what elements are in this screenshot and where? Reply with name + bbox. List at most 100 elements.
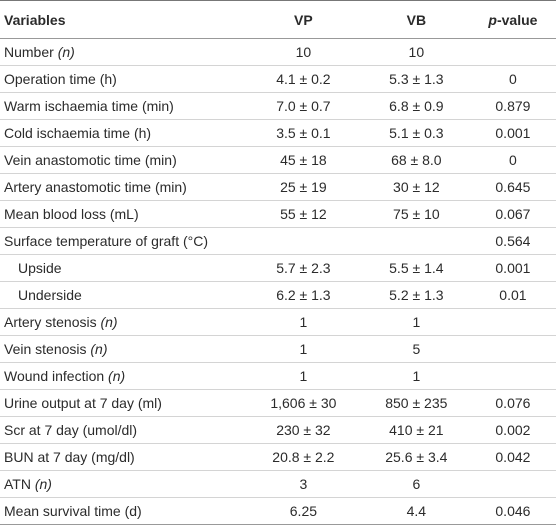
table-row: Scr at 7 day (umol/dl) 230 ± 32 410 ± 21 0.… bbox=[0, 416, 556, 444]
table-cell: 850 ± 235 bbox=[362, 389, 470, 417]
table-row: Vein anastomotic time (min) 45 ± 18 68 ± 8… bbox=[0, 146, 556, 174]
column-header: Variables bbox=[0, 0, 244, 39]
table-cell: 4.4 bbox=[362, 497, 470, 525]
text-segment: Wound infection bbox=[4, 368, 109, 384]
text-segment: (n) bbox=[57, 44, 75, 60]
table-row: Artery anastomotic time (min) 25 ± 19 30 ±… bbox=[0, 173, 556, 201]
text-segment: Vein anastomotic time (min) bbox=[4, 152, 177, 168]
table-row: Wound infection (n) 1 1 bbox=[0, 362, 556, 390]
column-header: VB bbox=[362, 0, 470, 39]
text-segment: Operation time (h) bbox=[4, 71, 117, 87]
text-segment: Mean survival time (d) bbox=[4, 503, 142, 519]
text-segment: Variables bbox=[4, 11, 66, 28]
table-cell: 0.645 bbox=[469, 173, 556, 201]
row-label: Operation time (h) bbox=[0, 65, 244, 93]
table-cell bbox=[469, 308, 556, 336]
text-segment: VP bbox=[294, 11, 313, 28]
row-label: Vein stenosis (n) bbox=[0, 335, 244, 363]
table-cell: 0.001 bbox=[469, 119, 556, 147]
table-cell: 1 bbox=[362, 308, 470, 336]
text-segment: (n) bbox=[100, 314, 118, 330]
table-cell: 0.002 bbox=[469, 416, 556, 444]
table-cell bbox=[469, 38, 556, 66]
table-cell: 230 ± 32 bbox=[243, 416, 363, 444]
row-label: Number (n) bbox=[0, 38, 244, 66]
text-segment: Underside bbox=[18, 287, 82, 303]
table-cell: 68 ± 8.0 bbox=[362, 146, 470, 174]
text-segment: Mean blood loss (mL) bbox=[4, 206, 139, 222]
table-cell: 1 bbox=[362, 362, 470, 390]
text-segment: Warm ischaemia time (min) bbox=[4, 98, 174, 114]
table-row: Vein stenosis (n) 1 5 bbox=[0, 335, 556, 363]
table-row: Urine output at 7 day (ml) 1,606 ± 30 850 … bbox=[0, 389, 556, 417]
table-cell: 0.042 bbox=[469, 443, 556, 471]
table-cell: 0.067 bbox=[469, 200, 556, 228]
row-label: Mean blood loss (mL) bbox=[0, 200, 244, 228]
row-label: Artery anastomotic time (min) bbox=[0, 173, 244, 201]
table-cell: 1 bbox=[243, 335, 363, 363]
text-segment: Urine output at 7 day (ml) bbox=[4, 395, 162, 411]
text-segment: VB bbox=[406, 11, 427, 28]
table-cell bbox=[469, 362, 556, 390]
table-cell: 6.2 ± 1.3 bbox=[243, 281, 363, 309]
row-label: ATN (n) bbox=[0, 470, 244, 498]
table-row: ATN (n) 3 6 bbox=[0, 470, 556, 498]
text-segment: Cold ischaemia time (h) bbox=[4, 125, 152, 141]
table-cell: 5.2 ± 1.3 bbox=[362, 281, 470, 309]
table-cell: 5 bbox=[362, 335, 470, 363]
table-cell: 6 bbox=[362, 470, 470, 498]
table-cell: 0.01 bbox=[469, 281, 556, 309]
row-label: Mean survival time (d) bbox=[0, 497, 244, 525]
table-cell: 1,606 ± 30 bbox=[243, 389, 363, 417]
table-cell: 0.001 bbox=[469, 254, 556, 282]
table-cell: 0.564 bbox=[469, 227, 556, 255]
row-label: Upside bbox=[0, 254, 244, 282]
table-cell: 3.5 ± 0.1 bbox=[243, 119, 363, 147]
row-label: Wound infection (n) bbox=[0, 362, 244, 390]
table-cell: 25 ± 19 bbox=[243, 173, 363, 201]
row-label: Warm ischaemia time (min) bbox=[0, 92, 244, 120]
column-header: VP bbox=[243, 0, 363, 39]
text-segment: -value bbox=[496, 11, 538, 28]
table-cell: 3 bbox=[243, 470, 363, 498]
row-label: BUN at 7 day (mg/dl) bbox=[0, 443, 244, 471]
table-row: Warm ischaemia time (min) 7.0 ± 0.7 6.8 ± … bbox=[0, 92, 556, 120]
table-cell: 4.1 ± 0.2 bbox=[243, 65, 363, 93]
table-cell: 5.3 ± 1.3 bbox=[362, 65, 470, 93]
table-row: Number (n) 10 10 bbox=[0, 38, 556, 66]
table-cell: 7.0 ± 0.7 bbox=[243, 92, 363, 120]
table-cell: 0 bbox=[469, 146, 556, 174]
row-label: Cold ischaemia time (h) bbox=[0, 119, 244, 147]
header-row: Variables VP VB p-value bbox=[0, 0, 556, 39]
table-cell: 0 bbox=[469, 65, 556, 93]
table-row: Surface temperature of graft (°C) 0.564 bbox=[0, 227, 556, 255]
table-cell: 10 bbox=[243, 38, 363, 66]
table-cell: 6.25 bbox=[243, 497, 363, 525]
column-header: p-value bbox=[469, 0, 556, 39]
table-cell: 0.046 bbox=[469, 497, 556, 525]
text-segment: (n) bbox=[90, 341, 108, 357]
table-cell: 6.8 ± 0.9 bbox=[362, 92, 470, 120]
table-cell bbox=[469, 470, 556, 498]
row-label: Underside bbox=[0, 281, 244, 309]
table-row: Upside 5.7 ± 2.3 5.5 ± 1.4 0.001 bbox=[0, 254, 556, 282]
text-segment: Scr at 7 day (umol/dl) bbox=[4, 422, 138, 438]
table-row: BUN at 7 day (mg/dl) 20.8 ± 2.2 25.6 ± 3.4… bbox=[0, 443, 556, 471]
table-cell: 5.5 ± 1.4 bbox=[362, 254, 470, 282]
row-label: Surface temperature of graft (°C) bbox=[0, 227, 244, 255]
text-segment: Artery stenosis bbox=[4, 314, 101, 330]
table-cell: 75 ± 10 bbox=[362, 200, 470, 228]
text-segment: Upside bbox=[18, 260, 62, 276]
table-cell: 45 ± 18 bbox=[243, 146, 363, 174]
table-cell: 10 bbox=[362, 38, 470, 66]
table-cell bbox=[243, 227, 363, 255]
table-cell: 0.076 bbox=[469, 389, 556, 417]
table-cell: 25.6 ± 3.4 bbox=[362, 443, 470, 471]
table-row: Mean survival time (d) 6.25 4.4 0.046 bbox=[0, 497, 556, 525]
table-row: Cold ischaemia time (h) 3.5 ± 0.1 5.1 ± 0.… bbox=[0, 119, 556, 147]
table-row: Mean blood loss (mL) 55 ± 12 75 ± 10 0.067 bbox=[0, 200, 556, 228]
text-segment: (n) bbox=[108, 368, 126, 384]
text-segment: p bbox=[488, 11, 497, 28]
